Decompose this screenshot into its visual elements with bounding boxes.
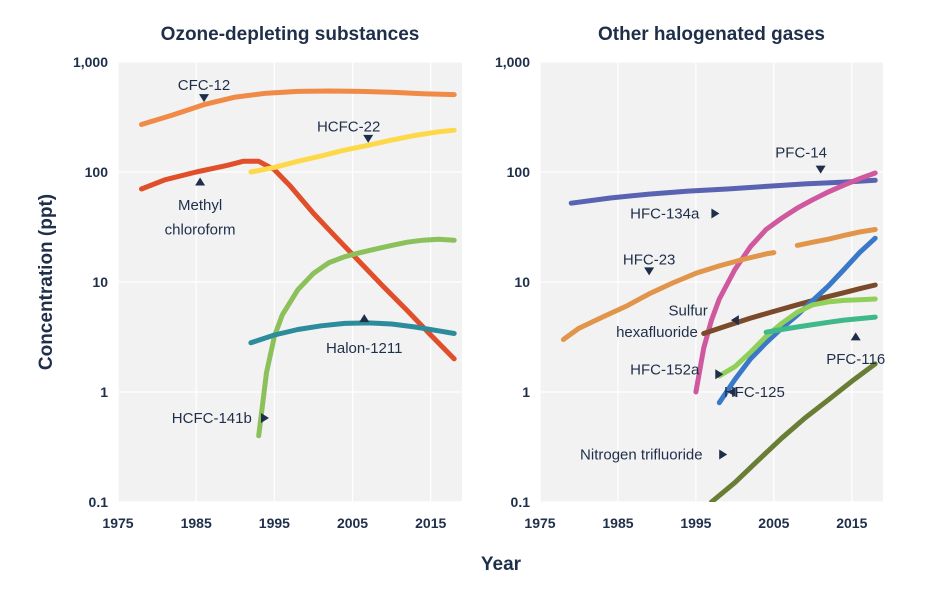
panel-2: Other halogenated gases 1975 1985 1995 2005 2… xyxy=(495,24,885,531)
x-tick-label: 1995 xyxy=(259,515,290,531)
series-line-methyl-chloroform xyxy=(139,158,457,362)
series-label: HFC-152a xyxy=(630,362,700,379)
x-tick-label: 2015 xyxy=(415,515,446,531)
y-tick-label: 10 xyxy=(92,274,108,290)
pointer-arrow-icon xyxy=(719,449,728,460)
series-label: HCFC-22 xyxy=(317,118,380,135)
panel-1: Ozone-depleting substances 1975 1985 1995 20… xyxy=(73,24,462,531)
pointer-arrow-icon xyxy=(715,369,724,380)
x-tick-label: 2005 xyxy=(337,515,368,531)
series-line-hcfc-141b xyxy=(256,236,457,439)
y-tick-label: 1 xyxy=(522,384,530,400)
series-line-pfc-14 xyxy=(568,177,878,206)
y-tick-label: 0.1 xyxy=(89,494,109,510)
y-tick-label: 1 xyxy=(100,384,108,400)
series-line-pfc-116 xyxy=(763,314,878,335)
pointer-arrow-icon xyxy=(644,267,655,276)
series-line-cfc-12 xyxy=(139,88,457,127)
pointer-arrow-icon xyxy=(359,314,370,323)
series-line-hfc-23 xyxy=(560,250,777,342)
series-label: CFC-12 xyxy=(178,77,231,94)
y-tick-label: 10 xyxy=(514,274,530,290)
series-label: chloroform xyxy=(165,222,236,239)
pointer-arrow-icon xyxy=(730,315,739,326)
series-label: HFC-23 xyxy=(623,252,676,269)
series-label: Sulfur xyxy=(669,303,708,320)
series-label: PFC-14 xyxy=(775,145,827,162)
pointer-arrow-icon xyxy=(199,94,209,103)
series-label: Nitrogen trifluoride xyxy=(580,447,703,464)
series-label: hexafluoride xyxy=(616,324,698,341)
panel-title: Ozone-depleting substances xyxy=(161,24,420,45)
x-tick-label: 1975 xyxy=(102,515,133,531)
pointer-arrow-icon xyxy=(363,134,374,143)
y-tick-label: 100 xyxy=(507,164,531,180)
series-line-hcfc-22 xyxy=(248,127,457,175)
pointer-arrow-icon xyxy=(711,208,720,219)
series-line-hfc-23-recent xyxy=(794,227,878,248)
series-group xyxy=(560,170,878,502)
pointer-arrow-icon xyxy=(815,165,826,174)
y-tick-label: 0.1 xyxy=(511,494,531,510)
series-line-hfc-152a xyxy=(716,296,878,379)
series-line-hfc-134a xyxy=(693,170,878,395)
x-tick-label: 1985 xyxy=(181,515,212,531)
panel-title: Other halogenated gases xyxy=(598,24,825,45)
x-tick-label: 2015 xyxy=(836,515,867,531)
series-label: HFC-134a xyxy=(630,205,700,222)
y-tick-label: 1,000 xyxy=(73,54,108,70)
y-tick-label: 100 xyxy=(85,164,109,180)
x-tick-label: 2005 xyxy=(758,515,789,531)
series-label: HFC-125 xyxy=(724,384,785,401)
pointer-arrow-icon xyxy=(260,413,269,424)
series-label: HCFC-141b xyxy=(172,410,252,427)
x-tick-label: 1985 xyxy=(602,515,633,531)
pointer-arrow-icon xyxy=(727,387,736,397)
x-tick-label: 1975 xyxy=(524,515,555,531)
series-line-nitrogen-trifluoride xyxy=(709,361,878,502)
series-group xyxy=(139,88,457,439)
series-label: PFC-116 xyxy=(826,351,885,368)
series-line-sulfur-hexafluoride xyxy=(701,282,878,336)
y-tick-label: 1,000 xyxy=(495,54,530,70)
series-label: Halon-1211 xyxy=(326,340,402,357)
pointer-arrow-icon xyxy=(850,332,861,341)
x-axis-title: Year xyxy=(481,554,522,575)
x-tick-label: 1995 xyxy=(680,515,711,531)
pointer-arrow-icon xyxy=(195,177,206,186)
y-axis-title: Concentration (ppt) xyxy=(36,194,57,370)
series-line-halon-1211 xyxy=(248,320,457,346)
series-label: Methyl xyxy=(178,197,222,214)
